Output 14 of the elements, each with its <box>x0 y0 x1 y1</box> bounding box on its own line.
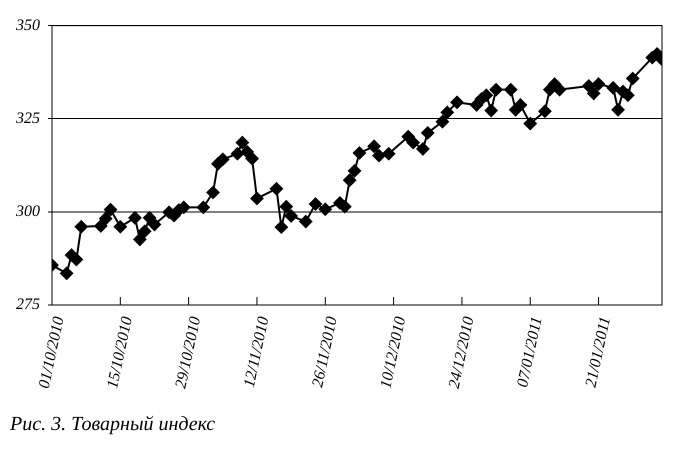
x-tick-label: 24/12/2010 <box>446 315 478 390</box>
x-tick-label: 07/01/2011 <box>514 315 546 389</box>
x-tick-label: 15/10/2010 <box>104 315 136 390</box>
x-tick-label: 21/01/2011 <box>582 315 614 389</box>
x-tick-label: 29/10/2010 <box>172 315 204 390</box>
x-tick-label: 12/11/2010 <box>240 315 272 389</box>
y-tick-label: 325 <box>15 110 40 127</box>
y-tick-label: 300 <box>15 203 40 220</box>
x-tick-label: 26/11/2010 <box>309 315 341 389</box>
x-tick-label: 01/10/2010 <box>36 315 68 390</box>
x-tick-label: 10/12/2010 <box>377 315 410 390</box>
y-tick-label: 275 <box>16 296 40 314</box>
text: Рис. 3. Товарный индекс <box>9 413 216 436</box>
y-tick-label: 350 <box>15 16 40 34</box>
